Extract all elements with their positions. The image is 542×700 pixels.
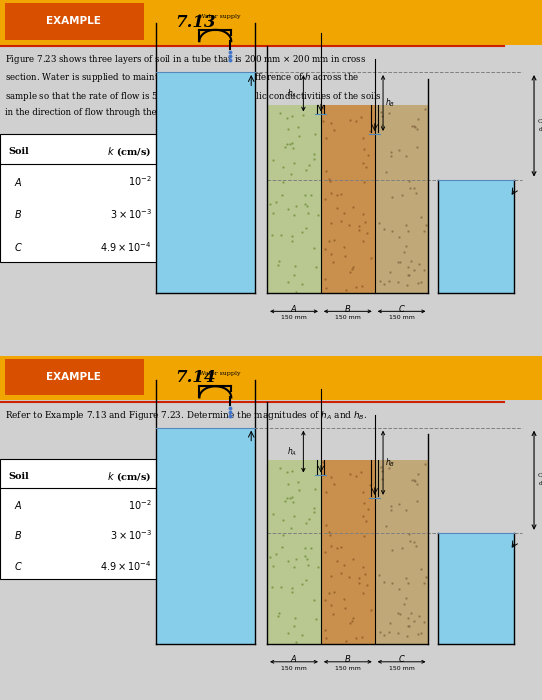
Text: $B$: $B$ [14, 529, 22, 541]
Text: EXAMPLE: EXAMPLE [46, 16, 101, 27]
Bar [375, 104, 429, 293]
Bar [0, 459, 163, 580]
Bar [375, 460, 429, 644]
Text: Figure 7.23 shows three layers of soil in a tube that is 200 mm $\times$ 200 mm : Figure 7.23 shows three layers of soil i… [5, 53, 382, 118]
Text: $C$: $C$ [14, 241, 22, 253]
Text: Water supply: Water supply [198, 15, 240, 20]
Text: EXAMPLE: EXAMPLE [46, 372, 101, 382]
Bar [438, 179, 514, 293]
Text: $A$: $A$ [290, 653, 298, 664]
Bar [5, 359, 144, 396]
Text: 150 mm: 150 mm [281, 315, 307, 320]
Text: 150 mm: 150 mm [335, 315, 361, 320]
Bar [5, 4, 144, 40]
Text: 150 mm: 150 mm [389, 666, 415, 671]
Bar [0, 134, 163, 262]
Text: $h_B$: $h_B$ [385, 97, 395, 109]
Text: $h_A$: $h_A$ [287, 445, 298, 458]
Text: $k$ (cm/s): $k$ (cm/s) [107, 145, 152, 158]
Text: $A$: $A$ [14, 499, 22, 511]
Text: $h_A$: $h_A$ [287, 87, 298, 99]
Text: 7.13: 7.13 [175, 14, 215, 31]
Text: Constant-head
difference = $h$: Constant-head difference = $h$ [538, 473, 542, 487]
Text: 150 mm: 150 mm [281, 666, 307, 671]
Bar [267, 104, 321, 293]
Text: $k$ (cm/s): $k$ (cm/s) [107, 470, 152, 482]
Text: 150 mm: 150 mm [335, 666, 361, 671]
Bar [438, 533, 514, 644]
Text: $4.9 \times 10^{-4}$: $4.9 \times 10^{-4}$ [100, 559, 152, 573]
Bar [156, 428, 255, 644]
Bar [156, 72, 255, 293]
Text: $B$: $B$ [344, 653, 351, 664]
Bar [0, 356, 542, 400]
Text: $B$: $B$ [344, 302, 351, 314]
Text: Refer to Example 7.13 and Figure 7.23. Determine the magnitudes of $h_A$ and $h_: Refer to Example 7.13 and Figure 7.23. D… [5, 409, 368, 422]
Text: $C$: $C$ [14, 560, 22, 572]
Text: Water supply: Water supply [198, 371, 240, 376]
Text: $A$: $A$ [14, 176, 22, 188]
Text: $C$: $C$ [398, 302, 405, 314]
Text: $C$: $C$ [398, 653, 405, 664]
Text: $4.9 \times 10^{-4}$: $4.9 \times 10^{-4}$ [100, 240, 152, 254]
Bar [267, 460, 321, 644]
Text: 7.14: 7.14 [175, 370, 215, 386]
Text: 150 mm: 150 mm [389, 315, 415, 320]
Text: Soil: Soil [8, 147, 29, 156]
Bar [321, 460, 375, 644]
Text: $h_B$: $h_B$ [385, 456, 395, 469]
Text: $10^{-2}$: $10^{-2}$ [128, 175, 152, 188]
Text: $3 \times 10^{-3}$: $3 \times 10^{-3}$ [109, 528, 152, 542]
Text: Constant-head
difference = $h$: Constant-head difference = $h$ [538, 119, 542, 133]
Text: $10^{-2}$: $10^{-2}$ [128, 498, 152, 512]
Text: Soil: Soil [8, 472, 29, 481]
Text: $3 \times 10^{-3}$: $3 \times 10^{-3}$ [109, 207, 152, 221]
Bar [321, 104, 375, 293]
Bar [0, 0, 542, 45]
Text: $B$: $B$ [14, 209, 22, 220]
Text: $A$: $A$ [290, 302, 298, 314]
